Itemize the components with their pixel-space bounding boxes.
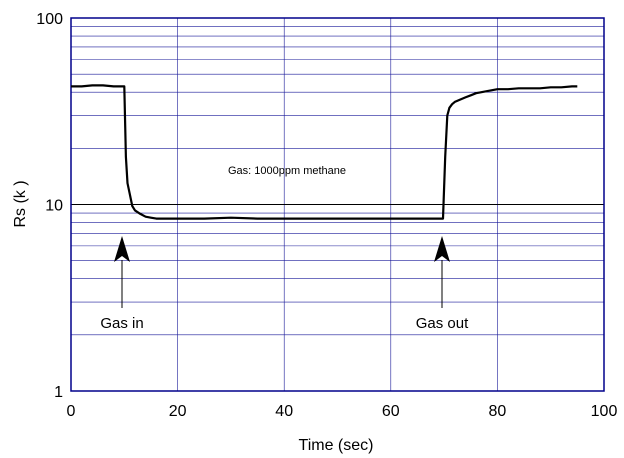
annotation-gas-in: Gas in [100,315,143,332]
marks [71,84,578,220]
gas-in-arrow-head [114,236,130,262]
grid [71,18,604,391]
x-axis-title: Time (sec) [299,437,374,454]
y-tick-label: 100 [36,11,63,28]
y-tick-label: 10 [45,198,63,215]
x-tick-label: 20 [169,403,187,420]
tick-labels: 0 20 40 60 80 100 1 10 100 [36,11,617,420]
y-axis-title: Rs (k ) [12,180,29,227]
x-tick-label: 0 [67,403,76,420]
plot-frame [70,17,605,392]
series-line [71,84,578,220]
x-tick-label: 60 [382,403,400,420]
x-tick-label: 40 [275,403,293,420]
x-tick-label: 100 [591,403,618,420]
gas-out-arrow-head [434,236,450,262]
annotation-gas-out: Gas out [416,315,469,332]
annotation-gas-info: Gas: 1000ppm methane [228,165,346,177]
y-tick-label: 1 [54,384,63,401]
x-tick-label: 80 [489,403,507,420]
